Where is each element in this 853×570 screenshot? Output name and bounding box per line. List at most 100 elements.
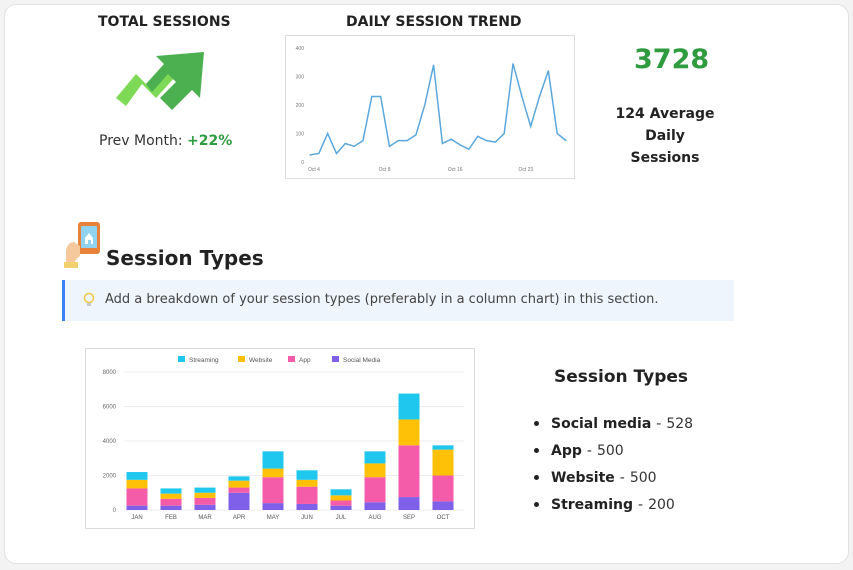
bar-segment[interactable] — [330, 489, 352, 496]
data-point — [344, 142, 346, 145]
bar-segment[interactable] — [262, 468, 284, 478]
bar-segment[interactable] — [296, 470, 318, 480]
type-separator: - — [656, 415, 662, 432]
data-point — [512, 63, 514, 65]
bar-segment[interactable] — [364, 451, 386, 464]
bar-segment[interactable] — [432, 445, 454, 450]
bullet-icon — [534, 421, 539, 426]
daily-trend-title: DAILY SESSION TREND — [346, 14, 522, 30]
bar-segment[interactable] — [126, 472, 148, 480]
data-point — [327, 132, 329, 135]
bullet-icon — [534, 475, 539, 480]
y-tick-label: 0 — [113, 508, 117, 514]
bar-segment[interactable] — [330, 505, 352, 510]
bar-segment[interactable] — [160, 505, 182, 510]
legend-swatch — [238, 356, 245, 362]
prev-month-percent: +22% — [187, 133, 233, 149]
legend-swatch — [288, 356, 295, 362]
bar-segment[interactable] — [432, 449, 454, 476]
type-separator: - — [586, 442, 592, 459]
prev-month-label: Prev Month: — [99, 133, 183, 149]
bar-segment[interactable] — [330, 495, 352, 501]
bullet-icon — [534, 502, 539, 507]
data-point — [521, 95, 523, 98]
bar-segment[interactable] — [432, 501, 454, 510]
callout-text: Add a breakdown of your session types (p… — [105, 292, 659, 307]
bar-segment[interactable] — [160, 498, 182, 506]
average-daily-sessions: 124 Average Daily Sessions — [610, 103, 720, 169]
bar-segment[interactable] — [364, 502, 386, 510]
x-tick-label: JUN — [301, 515, 313, 521]
y-tick-label: 100 — [296, 132, 305, 138]
type-name: Website — [551, 469, 615, 486]
total-sessions-value: 3728 — [634, 44, 710, 75]
phone-hand-icon — [64, 222, 100, 268]
data-point — [415, 134, 417, 136]
bar-segment[interactable] — [228, 476, 250, 481]
lightbulb-icon — [83, 292, 95, 306]
list-item: Streaming -200 — [534, 491, 693, 518]
bar-segment[interactable] — [228, 480, 250, 488]
data-point — [565, 140, 567, 142]
bar-segment[interactable] — [398, 393, 420, 420]
type-value: 528 — [666, 415, 694, 432]
x-tick-label: APR — [233, 515, 246, 521]
bar-segment[interactable] — [228, 492, 250, 510]
average-line-3: Sessions — [630, 150, 700, 166]
data-point — [362, 140, 364, 142]
bar-segment[interactable] — [126, 488, 148, 506]
type-name: Social media — [551, 415, 652, 432]
x-tick-label: Oct 4 — [308, 167, 320, 173]
list-item: Social media -528 — [534, 410, 693, 437]
bar-segment[interactable] — [398, 497, 420, 510]
bar-segment[interactable] — [364, 477, 386, 503]
data-point — [406, 140, 408, 142]
data-point — [459, 144, 461, 146]
y-tick-label: 4000 — [103, 439, 117, 445]
type-value: 500 — [596, 442, 624, 459]
bullet-icon — [534, 448, 539, 453]
bar-segment[interactable] — [398, 445, 420, 498]
bar-segment[interactable] — [262, 477, 284, 504]
bar-segment[interactable] — [194, 497, 216, 505]
bar-segment[interactable] — [262, 451, 284, 469]
bar-segment[interactable] — [194, 504, 216, 510]
x-tick-label: OCT — [437, 515, 450, 521]
bar-segment[interactable] — [228, 487, 250, 493]
legend-label[interactable]: Social Media — [343, 357, 381, 364]
legend-label[interactable]: App — [299, 357, 311, 364]
legend-label[interactable]: Streaming — [189, 357, 219, 364]
bar-segment[interactable] — [296, 503, 318, 510]
data-point — [371, 95, 373, 98]
bar-segment[interactable] — [364, 463, 386, 478]
data-point — [503, 132, 505, 135]
types-panel-heading: Session Types — [554, 367, 689, 387]
type-name: Streaming — [551, 496, 633, 513]
bar-segment[interactable] — [296, 486, 318, 504]
bar-segment[interactable] — [160, 488, 182, 494]
data-point — [494, 141, 496, 143]
x-tick-label: AUG — [368, 515, 381, 521]
bar-segment[interactable] — [296, 479, 318, 487]
type-name: App — [551, 442, 582, 459]
type-separator: - — [619, 469, 625, 486]
bar-segment[interactable] — [330, 500, 352, 506]
bar-segment[interactable] — [194, 487, 216, 493]
type-separator: - — [638, 496, 644, 513]
bar-segment[interactable] — [398, 419, 420, 446]
y-tick-label: 300 — [296, 75, 305, 81]
legend-label[interactable]: Website — [249, 357, 273, 364]
bar-segment[interactable] — [432, 475, 454, 502]
session-types-bar-chart[interactable]: 0 2000 4000 6000 8000 Streaming Website App Soci… — [85, 348, 475, 529]
bar-segment[interactable] — [194, 492, 216, 498]
bar-segment[interactable] — [126, 479, 148, 489]
session-types-list: Social media -528 App -500 Website -500 Str… — [534, 410, 693, 518]
data-point — [380, 95, 382, 98]
daily-trend-chart[interactable]: 0 100 200 300 400 Oct 4 Oct 8 Oct 16 Oct 23 — [285, 35, 575, 179]
bar-segment[interactable] — [160, 493, 182, 499]
data-point — [468, 148, 470, 150]
bar-segment[interactable] — [262, 503, 284, 510]
total-sessions-title: TOTAL SESSIONS — [98, 14, 231, 30]
average-line-2: Daily — [645, 128, 685, 144]
bar-segment[interactable] — [126, 505, 148, 510]
